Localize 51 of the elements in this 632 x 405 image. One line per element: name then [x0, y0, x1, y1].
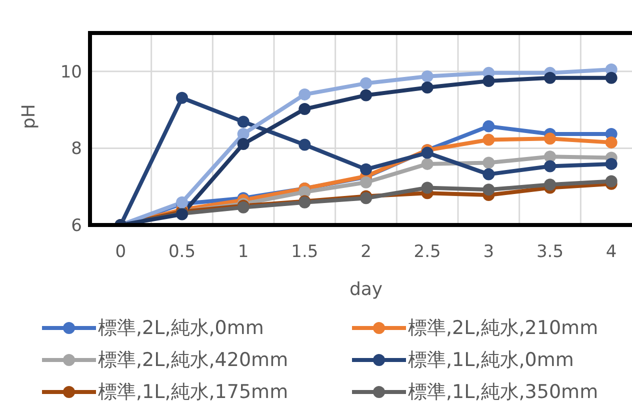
legend-label: 標準,1L,純水,175mm — [98, 380, 288, 405]
point — [421, 70, 434, 82]
point — [544, 150, 556, 163]
point — [298, 138, 311, 151]
point — [544, 160, 556, 172]
x-tick-label: 0.5 — [168, 242, 196, 262]
point — [482, 168, 495, 180]
x-axis-title: day — [349, 279, 383, 300]
point — [482, 156, 495, 169]
y-tick-label: 6 — [71, 216, 82, 236]
legend-label: 標準,1L,純水,350mm — [408, 380, 598, 405]
point — [605, 72, 618, 84]
legend-label: 標準,1L,純水,0mm — [408, 348, 574, 373]
point — [237, 116, 250, 128]
point — [482, 75, 495, 87]
point — [360, 77, 372, 90]
point — [482, 120, 495, 132]
point — [605, 136, 618, 148]
point — [421, 158, 434, 170]
point — [544, 178, 556, 191]
point — [237, 138, 250, 150]
point — [298, 88, 311, 100]
point — [360, 163, 372, 176]
x-tick-label: 2.5 — [414, 242, 441, 262]
x-tick-label: 2 — [360, 242, 372, 262]
point — [298, 103, 311, 116]
legend-label: 標準,2L,純水,0mm — [98, 316, 264, 341]
point — [605, 158, 618, 170]
x-tick-label: 3 — [483, 242, 494, 262]
point — [544, 72, 556, 84]
y-axis-title: pH — [18, 104, 40, 129]
point — [237, 128, 250, 140]
legend-label: 標準,2L,純水,210mm — [408, 316, 598, 341]
y-tick-label: 10 — [60, 62, 82, 82]
point — [360, 89, 372, 102]
point — [360, 176, 372, 188]
x-tick-label: 4 — [606, 242, 617, 262]
x-tick-label: 0 — [115, 242, 126, 262]
x-tick-label: 1.5 — [291, 242, 318, 262]
x-tick-label: 3.5 — [536, 242, 564, 262]
point — [482, 184, 495, 196]
point — [544, 132, 556, 145]
point — [421, 182, 434, 194]
point — [605, 175, 618, 188]
y-tick-label: 8 — [71, 139, 82, 160]
point — [176, 92, 188, 104]
point — [421, 146, 434, 159]
legend-label: 標準,2L,純水,420mm — [98, 348, 288, 373]
point — [482, 134, 495, 146]
x-tick-label: 1 — [238, 242, 249, 262]
point — [421, 82, 434, 94]
